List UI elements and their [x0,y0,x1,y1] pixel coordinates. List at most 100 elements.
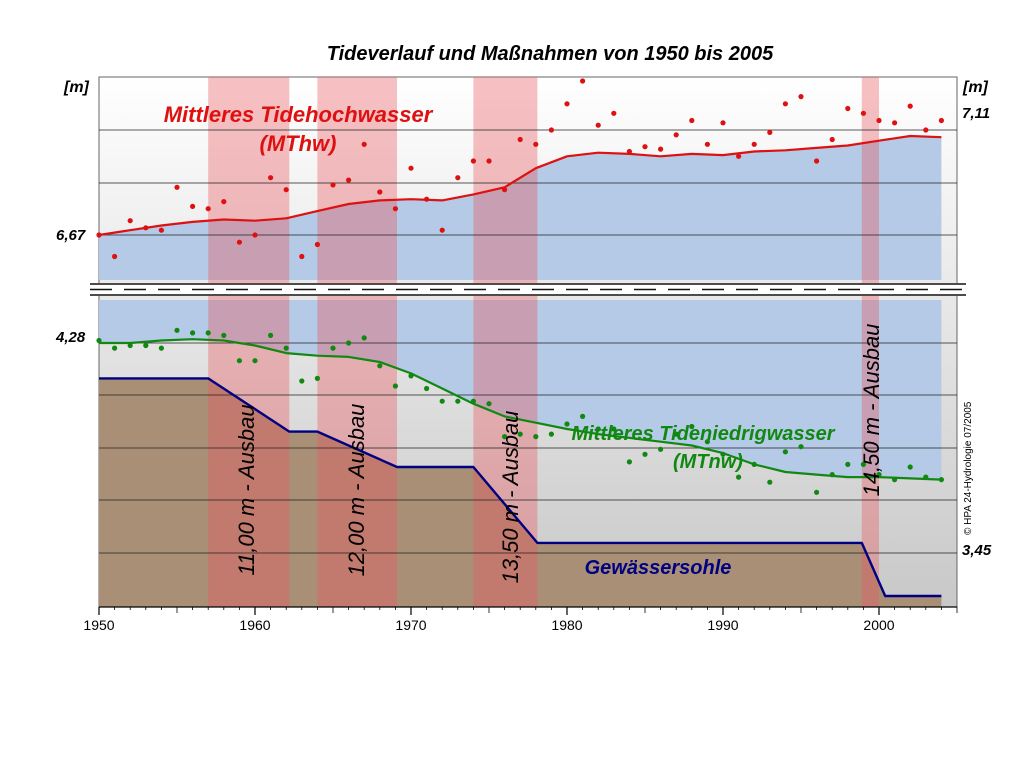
mthw-point [814,158,820,164]
mtnw-point [392,383,398,389]
mtnw-point [564,421,570,427]
mthw-point [96,232,102,238]
mthw-trend-line [98,134,942,237]
mtnw-point [923,474,929,480]
mtnw-point [767,479,773,485]
mtnw-point [127,342,133,349]
mtnw-point [892,477,898,483]
mthw-point [673,132,679,138]
mthw-point [455,175,461,181]
mthw-point [876,117,882,124]
x-tick-label: 1990 [707,617,738,633]
mthw-point [595,122,601,128]
measure-label: 14,50 m - Ausbau [859,324,884,497]
mthw-point [314,241,320,248]
mthw-point [829,136,835,143]
mtnw-point [689,423,695,430]
mthw-point [938,117,945,124]
mthw-point [923,127,929,133]
mthw-point [704,141,711,147]
mtnw-point [314,375,320,381]
mthw-point [611,110,617,116]
mthw-point [564,101,570,107]
series-lines [98,134,942,598]
riverbed-area [99,378,942,607]
mtnw-point [424,385,430,392]
copyright-note: © HPA 24-Hydrologie 07/2005 [963,401,974,535]
mtnw-point [190,330,196,336]
mthw-label-line2: (MThw) [260,131,337,156]
mtnw-point [814,489,820,495]
mthw-point [626,148,633,155]
unit-right: [m] [962,79,989,96]
mthw-point [377,189,383,195]
mtnw-point [486,401,492,407]
mthw-point [174,184,180,190]
mtnw-point [439,398,445,404]
measure-labels: 11,00 m - Ausbau 12,00 m - Ausbau 13,50 m … [234,324,884,584]
mtnw-point [938,477,945,483]
mthw-point [892,120,898,126]
mthw-point [127,218,133,224]
mthw-point [252,232,258,238]
mthw-point [798,94,804,100]
mthw-point [205,206,211,212]
mtnw-point [673,431,679,437]
measure-label: 11,00 m - Ausbau [234,404,259,575]
mthw-point [689,117,695,124]
mtnw-point [174,327,180,333]
unit-left: [m] [63,79,90,96]
mthw-point [439,227,445,233]
mthw-point [268,175,274,181]
x-tick-label: 1960 [239,617,270,633]
mtnw-point [252,358,258,364]
mthw-point [283,187,289,193]
mthw-point [845,105,851,112]
x-tick-label: 1970 [395,617,426,633]
x-tick-label: 1950 [83,617,114,633]
mtnw-point [626,459,633,465]
mtnw-label-line1: Mittleres Tideniedrigwasser [571,423,835,445]
mtnw-point [96,337,102,344]
mtnw-point [720,451,726,457]
measure-bands [208,77,879,607]
mtnw-trend-line [99,338,942,481]
mthw-start-label: 6,67 [56,227,86,244]
mthw-point [470,158,476,164]
measure-band [317,77,397,607]
mtnw-point [533,434,539,440]
upper-water-fill [99,136,942,280]
mtnw-point [143,342,149,349]
mtnw-point [205,330,211,336]
mtnw-label-line2: (MTnw) [673,451,743,473]
mtnw-point [112,345,118,351]
mtnw-point [299,378,305,384]
mthw-end-label: 7,11 [962,105,990,122]
mthw-point [720,120,726,126]
x-axis: 1950 1960 1970 1980 1990 2000 [83,606,958,633]
axis-break [89,283,967,296]
mtnw-point [502,434,508,440]
observation-points [96,78,945,495]
mtnw-point [158,345,164,351]
mtnw-point [346,340,352,346]
mthw-point [361,141,367,147]
mthw-point [517,136,523,143]
mthw-point [533,141,539,147]
mtnw-point [611,426,617,432]
mtnw-point [642,451,648,457]
mtnw-point [829,472,835,478]
mtnw-point [236,358,242,364]
mtnw-point [455,398,461,404]
mthw-point [392,206,398,212]
mtnw-point [876,472,882,478]
mtnw-point [408,373,414,379]
water-area [99,136,942,480]
mtnw-point [798,444,804,450]
x-tick-label: 2000 [863,617,894,633]
mthw-point [736,153,742,159]
mthw-label-line1: Mittleres Tidehochwasser [164,102,434,127]
riverbed-line [99,377,942,598]
mtnw-point [658,446,664,452]
mtnw-point [595,426,601,432]
